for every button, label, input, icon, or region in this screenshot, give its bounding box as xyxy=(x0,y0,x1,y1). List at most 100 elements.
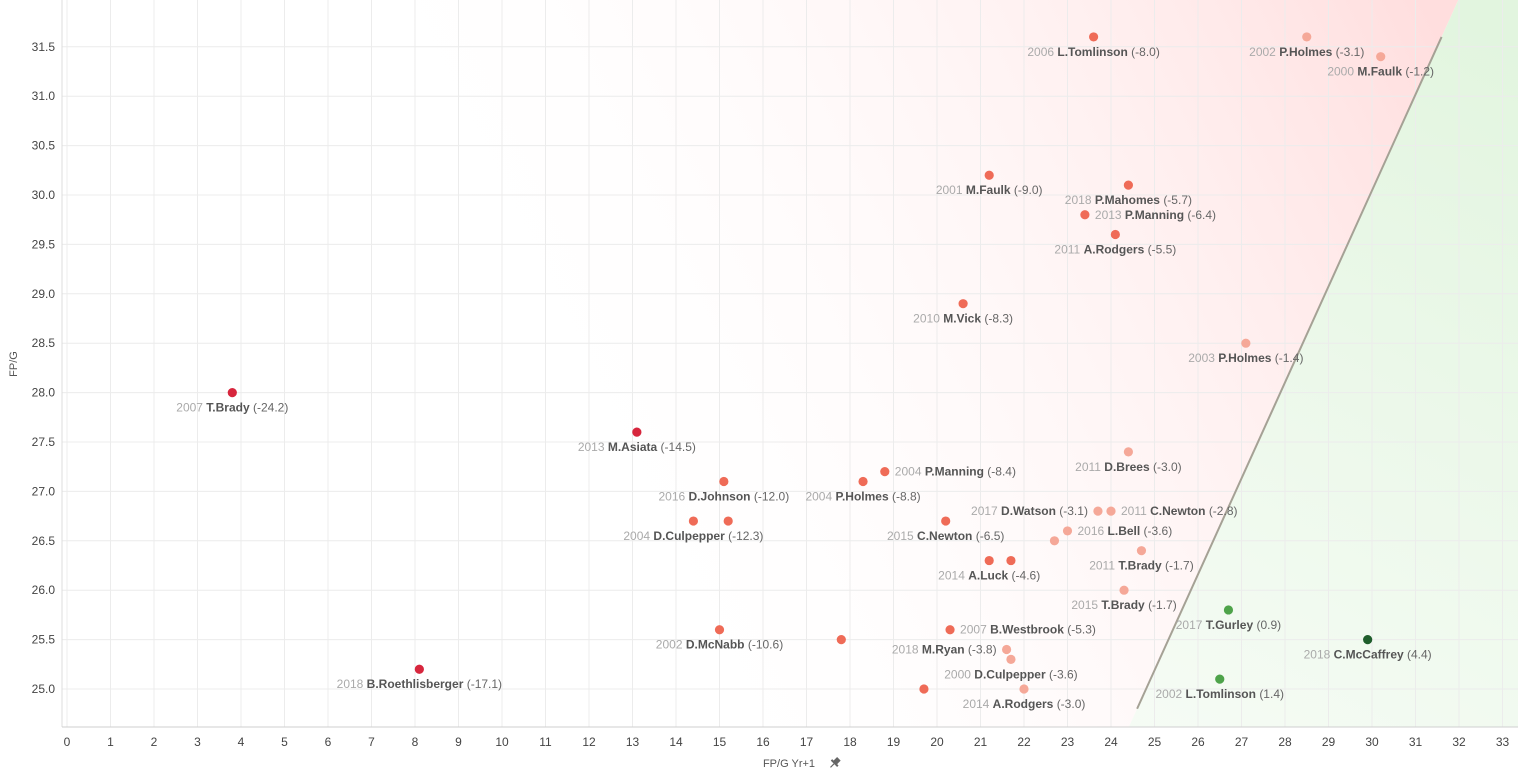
data-point[interactable] xyxy=(1123,447,1133,457)
data-point[interactable] xyxy=(1089,32,1099,42)
point-label: 2011 D.Brees (-3.0) xyxy=(1075,460,1182,474)
y-tick-label: 26.0 xyxy=(32,583,56,597)
x-tick-label: 11 xyxy=(539,735,552,749)
x-tick-label: 29 xyxy=(1322,735,1336,749)
break-even-line xyxy=(1136,36,1443,710)
data-point[interactable] xyxy=(1302,32,1312,42)
data-point[interactable] xyxy=(1006,555,1016,566)
data-point[interactable] xyxy=(414,664,424,674)
data-point[interactable] xyxy=(227,388,237,398)
x-tick-label: 17 xyxy=(800,735,814,749)
x-tick-label: 27 xyxy=(1235,735,1249,749)
data-point[interactable] xyxy=(1002,644,1012,655)
x-tick-label: 32 xyxy=(1452,735,1466,749)
y-tick-label: 27.0 xyxy=(32,484,56,498)
point-label: 2000 D.Culpepper (-3.6) xyxy=(944,667,1077,681)
y-tick-label: 30.0 xyxy=(32,188,56,202)
point-label: 2017 T.Gurley (0.9) xyxy=(1176,618,1281,632)
data-point[interactable] xyxy=(880,467,890,477)
data-point[interactable] xyxy=(1006,654,1016,664)
point-label: 2001 M.Faulk (-9.0) xyxy=(936,183,1043,197)
x-axis-ticks: 0 1 2 3 4 5 6 7 8 9 10 11 12 13 14 15 16 17 18 19 20 21 22 23 24… xyxy=(64,735,1510,749)
x-tick-label: 25 xyxy=(1148,735,1162,749)
point-label: 2000 M.Faulk (-1.2) xyxy=(1327,65,1434,79)
data-point[interactable] xyxy=(836,635,846,645)
x-tick-label: 15 xyxy=(713,735,727,749)
point-label: 2004 P.Manning (-8.4) xyxy=(895,465,1016,479)
y-tick-label: 27.5 xyxy=(32,435,56,449)
data-point[interactable] xyxy=(723,516,733,526)
data-point[interactable] xyxy=(984,555,994,566)
y-tick-label: 31.0 xyxy=(32,89,56,103)
y-tick-label: 29.5 xyxy=(32,237,56,251)
x-tick-label: 18 xyxy=(843,735,857,749)
y-tick-label: 28.0 xyxy=(32,386,56,400)
x-tick-label: 31 xyxy=(1409,735,1423,749)
point-labels: 2007 T.Brady (-24.2) 2018 B.Roethlisberge… xyxy=(176,45,1434,711)
y-tick-label: 26.5 xyxy=(32,534,56,548)
x-tick-label: 16 xyxy=(756,735,770,749)
data-point[interactable] xyxy=(1215,674,1225,684)
data-point[interactable] xyxy=(1062,526,1073,536)
y-tick-label: 25.5 xyxy=(32,633,56,647)
point-label: 2015 C.Newton (-6.5) xyxy=(887,529,1004,543)
data-point[interactable] xyxy=(714,625,725,635)
x-tick-label: 30 xyxy=(1365,735,1379,749)
pin-icon[interactable] xyxy=(827,756,842,771)
point-label: 2018 C.McCaffrey (4.4) xyxy=(1304,648,1432,662)
decline-region xyxy=(62,0,1459,727)
point-label: 2006 L.Tomlinson (-8.0) xyxy=(1027,45,1159,59)
data-point[interactable] xyxy=(945,625,955,635)
point-label: 2018 P.Mahomes (-5.7) xyxy=(1065,193,1192,207)
x-tick-label: 21 xyxy=(974,735,988,749)
x-tick-label: 13 xyxy=(626,735,640,749)
data-point[interactable] xyxy=(1241,338,1251,348)
y-axis-title: FP/G xyxy=(8,351,20,377)
x-tick-label: 2 xyxy=(151,735,158,749)
x-tick-label: 23 xyxy=(1061,735,1075,749)
x-tick-label: 28 xyxy=(1278,735,1292,749)
data-point[interactable] xyxy=(1123,180,1133,190)
data-point[interactable] xyxy=(688,516,699,526)
point-label: 2014 A.Rodgers (-3.0) xyxy=(963,697,1086,711)
point-label: 2002 L.Tomlinson (1.4) xyxy=(1156,687,1285,701)
point-label: 2017 D.Watson (-3.1) xyxy=(971,504,1088,518)
x-tick-label: 26 xyxy=(1191,735,1205,749)
point-label: 2002 D.McNabb (-10.6) xyxy=(656,638,783,652)
data-point[interactable] xyxy=(632,427,642,437)
point-label: 2010 M.Vick (-8.3) xyxy=(913,312,1013,326)
data-points xyxy=(227,32,1386,694)
data-point[interactable] xyxy=(858,476,868,487)
data-point[interactable] xyxy=(1019,684,1029,694)
data-point[interactable] xyxy=(1093,506,1103,516)
x-tick-label: 33 xyxy=(1496,735,1510,749)
point-label: 2007 B.Westbrook (-5.3) xyxy=(960,623,1096,637)
data-point[interactable] xyxy=(1110,229,1120,240)
x-tick-label: 7 xyxy=(368,735,375,749)
data-point[interactable] xyxy=(958,299,968,309)
data-point[interactable] xyxy=(1049,536,1060,546)
data-point[interactable] xyxy=(1080,210,1090,220)
data-point[interactable] xyxy=(1136,546,1147,556)
point-label: 2014 A.Luck (-4.6) xyxy=(938,569,1040,583)
data-point[interactable] xyxy=(1363,635,1373,645)
x-tick-label: 0 xyxy=(64,735,71,749)
data-point[interactable] xyxy=(1106,506,1116,516)
data-point[interactable] xyxy=(984,170,994,180)
data-point[interactable] xyxy=(941,516,951,526)
data-point[interactable] xyxy=(1223,605,1234,615)
y-tick-label: 28.5 xyxy=(32,336,56,350)
point-label: 2013 M.Asiata (-14.5) xyxy=(578,440,696,454)
chart-grid xyxy=(61,0,1518,728)
data-point[interactable] xyxy=(1376,52,1386,62)
data-point[interactable] xyxy=(1119,585,1129,595)
x-tick-label: 24 xyxy=(1104,735,1118,749)
data-point[interactable] xyxy=(919,684,929,694)
y-tick-label: 30.5 xyxy=(32,139,56,153)
point-label: 2004 P.Holmes (-8.8) xyxy=(805,490,920,504)
x-tick-label: 12 xyxy=(582,735,596,749)
point-label: 2011 T.Brady (-1.7) xyxy=(1089,559,1194,573)
data-point[interactable] xyxy=(719,476,729,487)
point-label: 2018 B.Roethlisberger (-17.1) xyxy=(337,677,502,691)
